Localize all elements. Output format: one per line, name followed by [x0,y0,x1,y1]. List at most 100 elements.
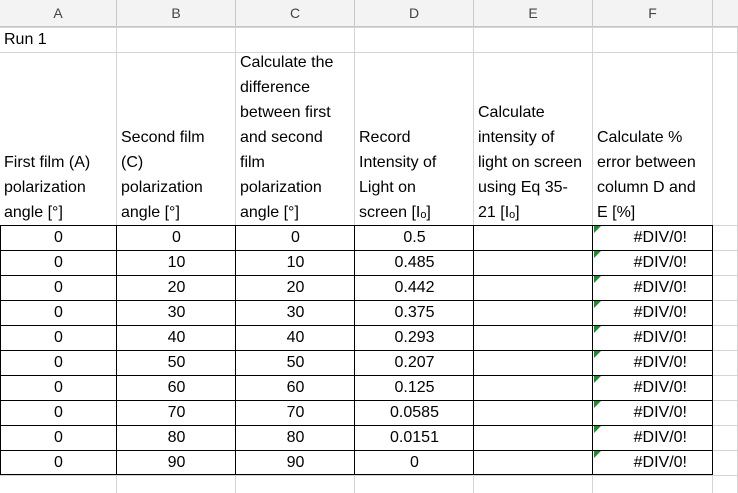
column-header-a[interactable]: A [0,0,117,26]
data-cell-e[interactable] [474,275,593,300]
error-indicator-icon [594,351,601,358]
error-cell[interactable]: #DIV/0! [633,379,687,396]
data-cell-b[interactable]: 20 [167,279,186,296]
data-cell-b[interactable]: 70 [167,404,186,421]
data-cell-d[interactable]: 0.0585 [390,404,439,421]
error-cell[interactable]: #DIV/0! [633,304,687,321]
column-header-b[interactable]: B [117,0,236,26]
data-cell-b[interactable]: 50 [167,354,186,371]
header-f-line: E [%] [597,204,636,221]
data-cell-a[interactable]: 0 [54,329,63,346]
data-cell-a[interactable]: 0 [54,229,63,246]
data-cell-e[interactable] [474,350,593,375]
data-cell-e[interactable] [474,250,593,275]
data-cell-d[interactable]: 0.207 [394,354,435,371]
header-e-line: using Eq 35- [478,179,568,196]
header-c-line: and second [240,129,323,146]
column-header-f[interactable]: F [593,0,713,26]
error-cell[interactable]: #DIV/0! [633,454,687,471]
data-cell-b[interactable]: 60 [167,379,186,396]
data-cell-d[interactable]: 0.375 [394,304,435,321]
data-cell-c[interactable]: 90 [286,454,305,471]
data-cell-c[interactable]: 50 [286,354,305,371]
error-indicator-icon [594,401,601,408]
data-cell-b[interactable]: 0 [172,229,181,246]
header-a-line: angle [°] [4,204,63,221]
data-cell-b[interactable]: 40 [167,329,186,346]
data-cell-a[interactable]: 0 [54,254,63,271]
data-cell-a[interactable]: 0 [54,379,63,396]
data-cell-a[interactable]: 0 [54,279,63,296]
data-cell-e[interactable] [474,450,593,475]
header-f-line: Calculate % [597,129,683,146]
data-cell-c[interactable]: 40 [286,329,305,346]
data-cell-d[interactable]: 0 [410,454,419,471]
header-b-line: angle [°] [121,204,180,221]
header-a-line: First film (A) [4,154,91,171]
data-cell-c[interactable]: 30 [286,304,305,321]
data-cell-d[interactable]: 0.485 [394,254,435,271]
header-b-line: Second film [121,129,205,146]
header-d-line: Record [359,129,411,146]
data-cell-d[interactable]: 0.5 [403,229,426,246]
error-cell[interactable]: #DIV/0! [633,354,687,371]
header-c-line: between first [240,104,331,121]
run-label[interactable]: Run 1 [4,31,47,48]
error-cell[interactable]: #DIV/0! [633,404,687,421]
data-cell-e[interactable] [474,425,593,450]
header-f-line: error between [597,154,696,171]
header-d-line: Intensity of [359,154,437,171]
data-cell-a[interactable]: 0 [54,429,63,446]
data-cell-c[interactable]: 20 [286,279,305,296]
header-b-line: (C) [121,154,144,171]
data-cell-d[interactable]: 0.125 [394,379,435,396]
header-c-line: angle [°] [240,204,299,221]
data-cell-e[interactable] [474,225,593,250]
data-cell-d[interactable]: 0.0151 [390,429,439,446]
error-cell[interactable]: #DIV/0! [633,329,687,346]
data-cell-b[interactable]: 10 [167,254,186,271]
data-cell-b[interactable]: 90 [167,454,186,471]
data-cell-d[interactable]: 0.442 [394,279,435,296]
data-cell-b[interactable]: 80 [167,429,186,446]
data-cell-e[interactable] [474,300,593,325]
error-cell[interactable]: #DIV/0! [633,429,687,446]
header-e-line: light on screen [478,154,583,171]
header-d-line: Light on [359,179,416,196]
header-e-line: intensity of [478,129,555,146]
data-cell-b[interactable]: 30 [167,304,186,321]
data-cell-a[interactable]: 0 [54,404,63,421]
error-indicator-icon [594,226,601,233]
error-indicator-icon [594,426,601,433]
header-c-line: difference [240,79,310,96]
error-indicator-icon [594,301,601,308]
data-cell-c[interactable]: 60 [286,379,305,396]
header-c-line: film [240,154,265,171]
error-cell[interactable]: #DIV/0! [633,279,687,296]
header-c-line: Calculate the [240,54,334,71]
header-e-line: Calculate [478,104,545,121]
column-header-c[interactable]: C [236,0,355,26]
data-cell-c[interactable]: 80 [286,429,305,446]
data-cell-e[interactable] [474,375,593,400]
data-cell-c[interactable]: 0 [291,229,300,246]
header-e-line: 21 [Iₒ] [478,204,520,221]
data-cell-a[interactable]: 0 [54,454,63,471]
data-cell-d[interactable]: 0.293 [394,329,435,346]
data-cell-c[interactable]: 70 [286,404,305,421]
error-indicator-icon [594,276,601,283]
column-header-e[interactable]: E [474,0,593,26]
error-indicator-icon [594,376,601,383]
error-cell[interactable]: #DIV/0! [633,229,687,246]
data-cell-a[interactable]: 0 [54,304,63,321]
data-cell-c[interactable]: 10 [286,254,305,271]
column-header-d[interactable]: D [355,0,474,26]
header-b-line: polarization [121,179,203,196]
data-cell-a[interactable]: 0 [54,354,63,371]
error-indicator-icon [594,451,601,458]
data-cell-e[interactable] [474,325,593,350]
error-cell[interactable]: #DIV/0! [633,254,687,271]
header-a-line: polarization [4,179,86,196]
data-cell-e[interactable] [474,400,593,425]
